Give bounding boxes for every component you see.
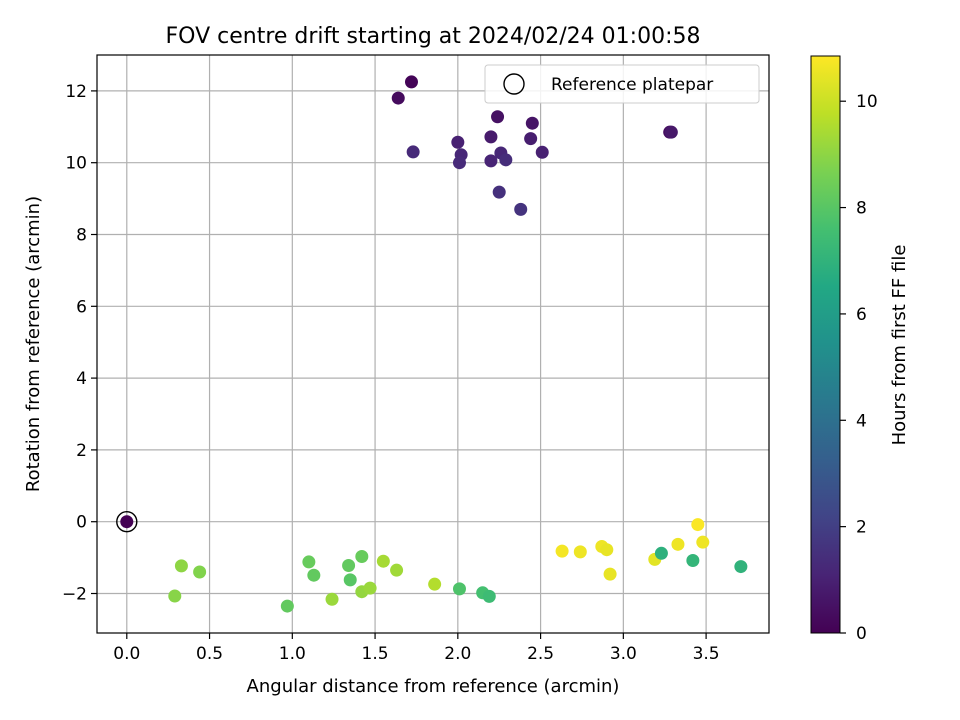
x-tick-label: 1.5 <box>362 644 389 664</box>
colorbar-gradient <box>810 55 841 634</box>
data-points <box>116 75 748 613</box>
data-point <box>280 599 294 613</box>
data-point <box>452 156 466 170</box>
colorbar-ticks: 0 2 4 6 8 10 <box>840 92 878 644</box>
x-tick-label: 2.5 <box>527 644 554 664</box>
y-tick-label: −2 <box>62 585 87 605</box>
x-axis-label: Angular distance from reference (arcmin) <box>247 676 620 697</box>
data-point <box>484 130 498 144</box>
x-tick-label: 3.0 <box>610 644 637 664</box>
x-axis-ticks: 0.0 0.5 1.0 1.5 2.0 2.5 3.0 3.5 <box>113 633 720 664</box>
y-tick-label: 10 <box>65 154 87 174</box>
legend-box <box>484 64 760 104</box>
chart-title: FOV centre drift starting at 2024/02/24 … <box>166 24 701 49</box>
data-point <box>363 581 377 595</box>
data-point <box>671 537 685 551</box>
x-tick-label: 2.0 <box>444 644 471 664</box>
data-point <box>120 515 134 529</box>
data-point <box>342 559 356 573</box>
data-point <box>428 577 442 591</box>
x-tick-label: 1.0 <box>279 644 306 664</box>
data-point <box>302 555 316 569</box>
reference-platepar-marker <box>116 511 138 533</box>
y-tick-label: 0 <box>76 513 87 533</box>
data-point <box>734 560 748 574</box>
data-point <box>524 132 538 146</box>
data-point <box>484 154 498 168</box>
data-point <box>325 592 339 606</box>
data-point <box>390 563 404 577</box>
colorbar-tick-label: 8 <box>856 199 867 219</box>
data-point <box>603 567 617 581</box>
colorbar-tick-label: 4 <box>856 411 867 431</box>
colorbar-tick-label: 6 <box>856 305 867 325</box>
data-point <box>174 559 188 573</box>
data-point <box>406 145 420 159</box>
data-point <box>451 135 465 149</box>
data-point <box>686 553 700 567</box>
data-point <box>535 145 549 159</box>
y-tick-label: 4 <box>76 369 87 389</box>
data-point <box>193 565 207 579</box>
data-point <box>492 185 506 199</box>
colorbar-tick-label: 0 <box>856 624 867 644</box>
legend: Reference platepar <box>484 64 760 104</box>
data-point <box>491 110 505 124</box>
data-point <box>696 535 710 549</box>
legend-label-reference: Reference platepar <box>551 75 713 95</box>
data-point <box>514 202 528 216</box>
y-tick-label: 2 <box>76 441 87 461</box>
y-axis-ticks: −2 0 2 4 6 8 10 12 <box>62 82 97 605</box>
data-point <box>343 573 357 587</box>
data-point <box>404 75 418 89</box>
data-point <box>355 550 369 564</box>
colorbar-label: Hours from first FF file <box>889 245 910 446</box>
y-tick-label: 8 <box>76 226 87 246</box>
x-tick-label: 0.0 <box>113 644 140 664</box>
colorbar: 0 2 4 6 8 10 Hours from first FF file <box>810 55 910 644</box>
x-tick-label: 0.5 <box>196 644 223 664</box>
x-tick-label: 3.5 <box>693 644 720 664</box>
plot-frame <box>96 54 770 634</box>
data-point <box>691 518 705 532</box>
colorbar-tick-label: 2 <box>856 518 867 538</box>
data-point <box>499 153 513 167</box>
data-point <box>307 568 321 582</box>
grid-lines <box>97 55 769 633</box>
data-point <box>573 545 587 559</box>
y-tick-label: 6 <box>76 297 87 317</box>
data-point <box>555 544 569 558</box>
colorbar-tick-label: 10 <box>856 92 878 112</box>
data-point <box>482 589 496 603</box>
data-point <box>452 582 466 596</box>
legend-marker-reference <box>503 73 525 95</box>
data-point <box>376 554 390 568</box>
data-point <box>168 589 182 603</box>
y-axis-label: Rotation from reference (arcmin) <box>23 196 44 492</box>
data-point <box>664 125 678 139</box>
data-point <box>600 543 614 557</box>
data-point <box>525 116 539 130</box>
y-tick-label: 12 <box>65 82 87 102</box>
data-point <box>391 91 405 105</box>
data-point <box>654 546 668 560</box>
